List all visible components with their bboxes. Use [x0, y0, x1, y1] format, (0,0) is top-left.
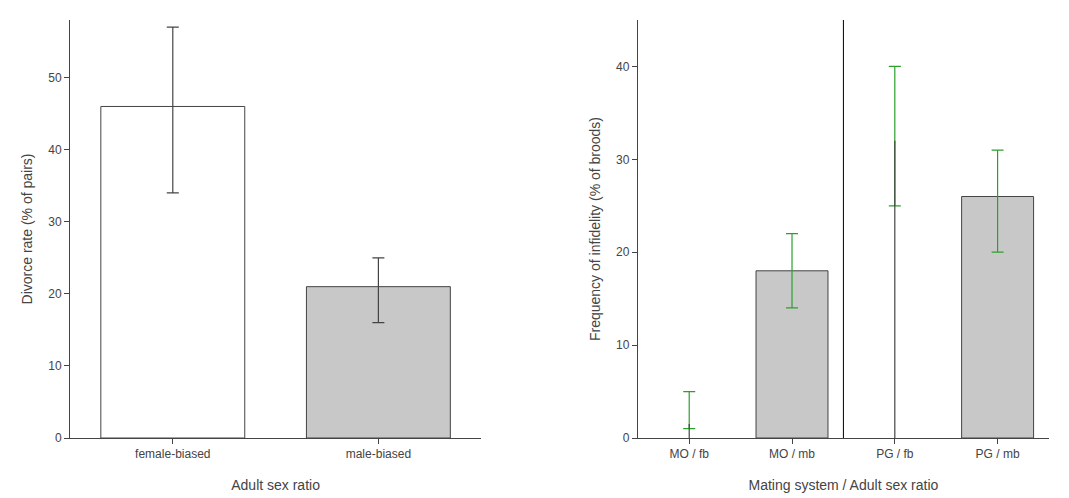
svg-text:40: 40 — [48, 143, 62, 157]
svg-text:0: 0 — [623, 431, 630, 445]
svg-text:MO / fb: MO / fb — [670, 447, 710, 461]
svg-text:Mating system / Adult sex rati: Mating system / Adult sex ratio — [748, 477, 938, 493]
svg-text:30: 30 — [616, 153, 630, 167]
svg-text:Frequency of infidelity (% of: Frequency of infidelity (% of broods) — [587, 117, 603, 341]
svg-text:40: 40 — [616, 60, 630, 74]
svg-text:male-biased: male-biased — [346, 447, 411, 461]
svg-text:30: 30 — [48, 215, 62, 229]
svg-text:10: 10 — [48, 359, 62, 373]
svg-text:0: 0 — [55, 431, 62, 445]
svg-text:female-biased: female-biased — [135, 447, 210, 461]
svg-text:20: 20 — [48, 287, 62, 301]
svg-text:Adult sex ratio: Adult sex ratio — [231, 477, 320, 493]
svg-text:10: 10 — [616, 338, 630, 352]
svg-text:MO / mb: MO / mb — [769, 447, 815, 461]
svg-text:20: 20 — [616, 245, 630, 259]
svg-text:50: 50 — [48, 71, 62, 85]
svg-text:PG / mb: PG / mb — [976, 447, 1020, 461]
svg-text:PG / fb: PG / fb — [876, 447, 914, 461]
svg-text:Divorce rate (% of pairs): Divorce rate (% of pairs) — [19, 154, 35, 305]
